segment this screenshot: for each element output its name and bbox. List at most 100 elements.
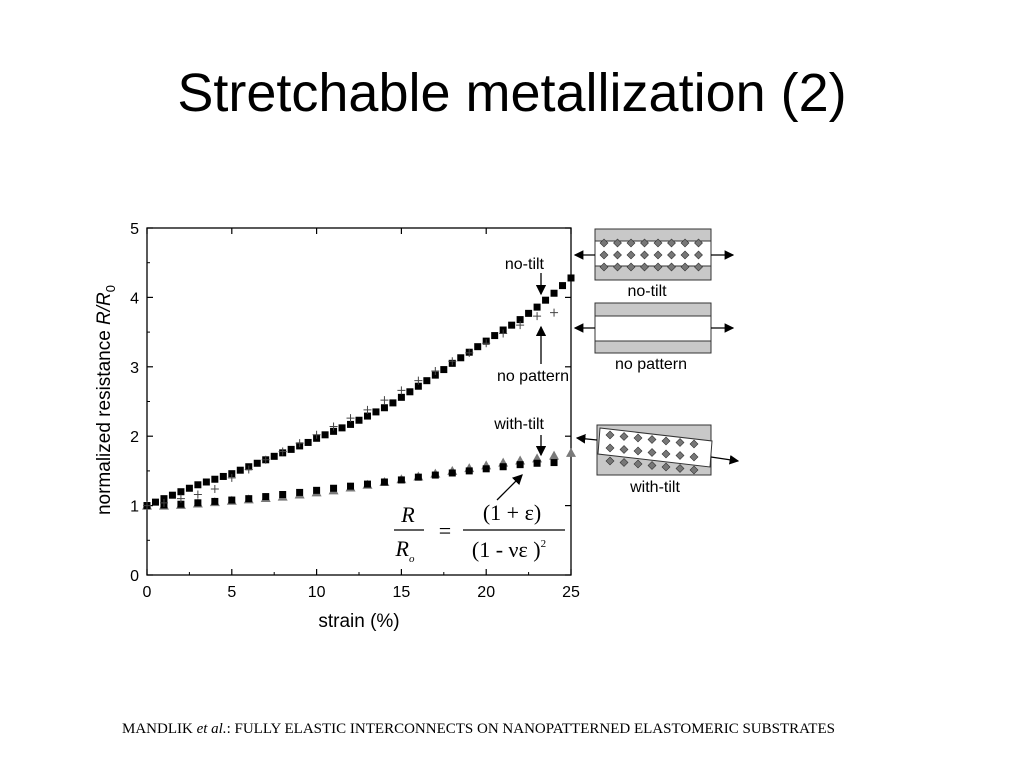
data-point-square [287,445,295,453]
schematic-no-pattern-label: no pattern [615,356,687,373]
pattern-diamond [613,250,622,260]
data-point-plus [465,348,474,357]
data-point-square [542,296,550,304]
pattern-diamond [647,448,657,457]
data-points [142,274,576,510]
data-point-square [313,486,321,494]
data-point-square [330,484,338,492]
data-point-square [380,478,388,486]
schematic-no-pattern-metal [594,315,712,342]
resistance-equation: R Ro = (1 + ε) (1 - νε )2 [394,500,565,565]
data-point-plus [414,376,423,385]
data-point-plus [193,490,202,499]
data-point-plus [516,321,525,330]
data-point-plus [499,329,508,338]
data-point-square [355,416,363,424]
schematic-no-tilt: no-tilt [573,228,735,300]
data-point-plus [448,357,457,366]
data-point-square [279,490,287,498]
data-point-plus [261,455,270,464]
pattern-diamond [661,449,671,459]
pattern-diamond [694,238,703,248]
data-point-square [397,476,405,484]
data-point-plus [210,484,219,493]
pattern-diamond [613,238,622,248]
citation-footer: MANDLIK et al.: FULLY ELASTIC INTERCONNE… [122,721,835,738]
equation-equals: = [439,518,451,543]
pattern-diamond [675,438,685,447]
pattern-diamond [619,445,629,454]
citation-title: : FULLY ELASTIC INTERCONNECTS ON NANOPAT… [226,721,835,737]
pattern-diamond [640,238,649,248]
pattern-diamond [653,250,663,260]
pattern-diamond [653,262,663,272]
data-point-square [431,471,439,479]
x-tick-label: 10 [308,584,326,601]
equation-lhs-numerator: R [400,502,415,527]
data-point-square [194,499,202,507]
data-point-square [457,354,465,362]
data-point-square [550,459,558,467]
data-point-square [414,382,422,390]
pattern-diamond [605,443,615,453]
data-point-square [363,412,371,420]
pattern-diamond [619,458,629,467]
equation-rhs-den-sup: 2 [541,538,547,550]
data-point-square [516,316,524,324]
data-point-square [525,309,533,317]
data-point-plus [329,422,338,431]
y-tick-label: 3 [130,360,139,377]
data-point-plus [244,465,253,474]
pattern-diamond [661,462,671,472]
data-point-plus [550,308,559,317]
data-point-plus [176,494,185,503]
data-point-square [202,478,210,486]
y-tick-label: 0 [130,568,139,585]
pattern-diamond [605,430,615,440]
tick-labels: 0 5 10 15 20 25 0 1 2 3 4 5 [130,221,580,601]
schematic-with-tilt-label: with-tilt [629,479,680,496]
arrow-equation [496,474,523,501]
data-point-square [559,282,567,290]
data-point-square [533,459,541,467]
pattern-diamond [667,238,676,248]
pattern-diamond [689,452,699,462]
pattern-diamond [640,262,649,272]
x-axis-label: strain (%) [318,611,399,632]
annotation-with-tilt: with-tilt [493,416,544,433]
y-axis-label-symbol: R/R [94,292,115,325]
pattern-diamond [675,451,685,460]
series-no-tilt [143,274,575,510]
x-tick-label: 20 [477,584,495,601]
data-point-plus [346,414,355,423]
y-tick-label: 5 [130,221,139,238]
data-point-square [567,274,575,282]
schematic-with-tilt-left-arrow [575,434,598,444]
equation-rhs-denominator: (1 - νε )2 [472,537,546,562]
schematic-with-tilt-pattern [605,430,699,475]
data-point-square [499,463,507,471]
pattern-diamond [675,464,685,473]
data-point-square [406,388,414,396]
equation-lhs-den-r: R [395,536,410,561]
data-point-plus [431,366,440,375]
data-point-square [236,466,244,474]
data-point-square [414,473,422,481]
pattern-diamond [619,432,629,441]
pattern-diamond [633,459,643,469]
x-tick-label: 25 [562,584,580,601]
data-point-square [363,480,371,488]
data-point-plus [482,339,491,348]
data-point-square [160,495,168,503]
data-point-square [372,408,380,416]
data-point-square [347,420,355,428]
pattern-diamond [689,465,699,475]
data-point-plus [227,473,236,482]
pattern-diamond [689,439,699,449]
data-point-square [262,493,270,501]
pattern-diamond [694,250,703,260]
data-point-square [270,452,278,460]
schematic-no-pattern: no pattern [573,302,735,373]
y-tick-label: 4 [130,290,139,307]
pattern-diamond [647,435,657,444]
